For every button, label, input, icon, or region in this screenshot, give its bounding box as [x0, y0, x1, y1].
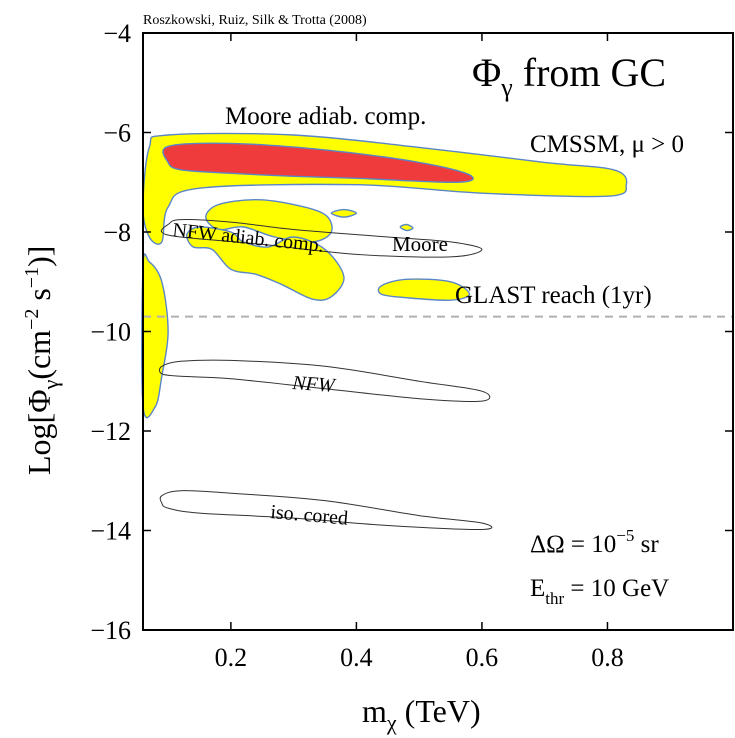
contour-outline [159, 490, 493, 531]
outer-credible-region [141, 253, 169, 419]
credit-label: Roszkowski, Ruiz, Silk & Trotta (2008) [143, 13, 367, 28]
y-tick-label: −6 [103, 119, 131, 148]
delta-omega-label: ΔΩ = 10−5 sr [530, 526, 659, 558]
x-tick-label: 0.8 [591, 643, 624, 672]
y-tick-label: −16 [90, 616, 131, 645]
outer-credible-region [186, 226, 345, 301]
ticks-layer: 0.2 0.4 0.6 0.8 −4 −6 −8 −10 −12 −14 −16 [90, 19, 733, 672]
y-tick-label: −12 [90, 417, 131, 446]
y-tick-label: −14 [90, 517, 131, 546]
glast-reach-label: GLAST reach (1yr) [455, 282, 652, 309]
contour-outline [158, 359, 491, 403]
nfw-label: NFW [291, 372, 338, 397]
regions-layer [141, 132, 628, 419]
outer-credible-region [377, 278, 471, 301]
moore-label: Moore [392, 232, 448, 256]
threshold-energy-label: Ethr = 10 GeV [530, 575, 669, 608]
outer-credible-region [205, 198, 333, 243]
x-tick-label: 0.6 [466, 643, 499, 672]
x-tick-label: 0.2 [215, 643, 248, 672]
contours-layer [158, 218, 493, 531]
y-axis-label: Log[Φγ(cm−2 s−1)] [21, 246, 63, 475]
y-tick-label: −8 [103, 218, 131, 247]
x-tick-label: 0.4 [340, 643, 373, 672]
x-axis-label: mχ (TeV) [362, 693, 481, 735]
chart-title: Φγ from GC [472, 50, 666, 102]
inner-credible-region [162, 142, 474, 184]
outer-credible-region [330, 208, 358, 218]
y-tick-label: −10 [90, 318, 131, 347]
iso-cored-label: iso. cored [270, 501, 349, 530]
model-label: CMSSM, μ > 0 [530, 131, 684, 158]
outer-credible-region [399, 223, 414, 232]
contour-outline [160, 218, 483, 258]
moore-adiab-label: Moore adiab. comp. [225, 103, 426, 130]
y-tick-label: −4 [103, 19, 131, 48]
